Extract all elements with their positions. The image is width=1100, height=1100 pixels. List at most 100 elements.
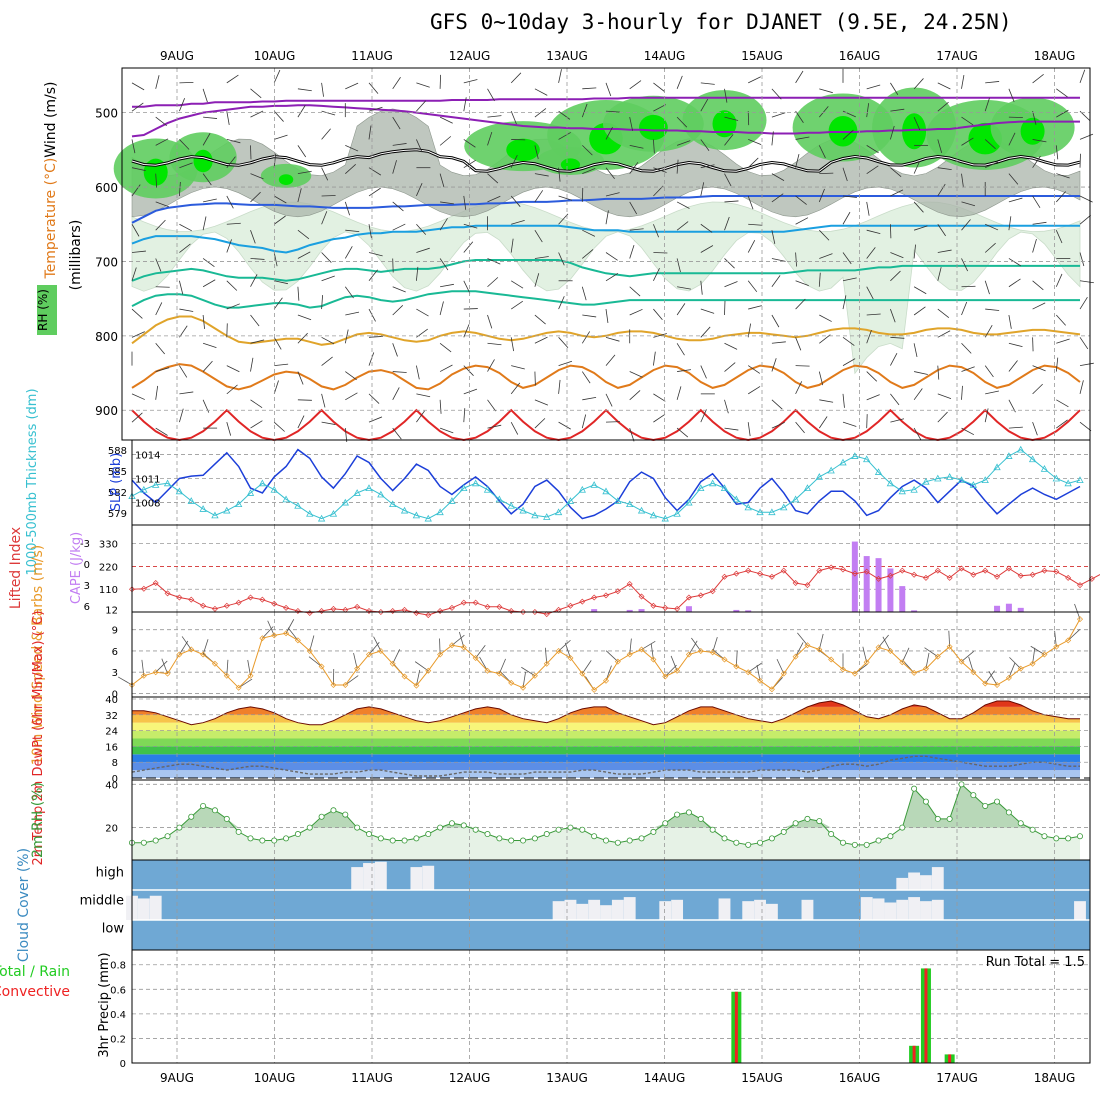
wind-barb — [771, 88, 782, 100]
wind-barb — [968, 656, 974, 673]
wind-barb — [463, 365, 474, 376]
wind-ytick: 3 — [112, 668, 118, 679]
wind-barb — [510, 337, 515, 352]
rh-point — [733, 839, 740, 846]
wind-barb — [439, 301, 444, 316]
rh-point — [970, 792, 977, 799]
wind-barb — [653, 82, 665, 92]
wind-barb — [1079, 296, 1088, 310]
li-point — [946, 574, 953, 581]
li-ytick: 3 — [84, 581, 90, 592]
wind-barb — [487, 342, 502, 346]
wind-barb — [890, 189, 904, 197]
li-ytick: 0 — [84, 560, 90, 571]
wind-barb — [510, 195, 521, 207]
wind-point — [922, 665, 929, 672]
wind-barb — [1055, 230, 1063, 244]
wind-barb — [226, 111, 230, 126]
wind-barb — [463, 195, 467, 210]
wind-barb — [534, 418, 546, 429]
wind-barb — [161, 658, 168, 674]
thickness-ytick: 579 — [108, 509, 127, 520]
wind-barb — [416, 247, 430, 253]
wind-barb — [203, 198, 217, 203]
rh-area-mid — [132, 784, 1080, 828]
wind-barb — [1056, 109, 1069, 118]
wind-barb — [724, 216, 730, 231]
wind-barb — [250, 173, 264, 180]
wind-barb — [353, 652, 358, 669]
wind-point — [851, 670, 858, 677]
wind-barb — [866, 371, 878, 382]
wind-barb — [131, 184, 141, 197]
wind-barb — [629, 427, 635, 442]
rh-point — [484, 831, 491, 838]
cloud-mid-bar — [884, 902, 897, 920]
wind-point — [946, 643, 953, 650]
li-point — [591, 594, 598, 601]
wind-barb — [653, 167, 667, 173]
cloud-mid-bar — [1074, 901, 1086, 920]
wind-point — [603, 677, 609, 684]
thickness-point — [211, 511, 219, 519]
wind-barb — [582, 168, 596, 175]
rh-point — [140, 839, 147, 846]
temp2m-panel: 40 32 24 16 8 0 — [105, 695, 1091, 785]
wind-barb — [842, 295, 847, 310]
wind-barb — [273, 252, 278, 267]
wind-barb — [439, 218, 448, 231]
thickness-point — [945, 473, 954, 480]
wind-barb — [676, 427, 689, 438]
wind-barb — [795, 136, 810, 140]
wind-point — [484, 667, 491, 674]
thickness-ytick: 585 — [108, 467, 127, 478]
wind-barb — [913, 427, 922, 441]
wind-point — [970, 669, 977, 676]
wind-barb — [914, 371, 928, 375]
li-point — [828, 564, 835, 571]
wind-barb — [179, 408, 184, 423]
wind-barb — [818, 633, 824, 650]
wind-barb — [748, 305, 762, 310]
wind-barb — [368, 82, 379, 94]
wind-barb — [155, 660, 168, 673]
li-point — [176, 594, 183, 601]
wind-barb — [439, 116, 453, 124]
wind-barb — [439, 427, 454, 434]
rh-bright-area — [1020, 117, 1045, 145]
rh-point — [804, 815, 811, 822]
li-point — [330, 605, 337, 612]
wind-barb — [510, 111, 517, 125]
rh2m-ylabel: 2m RH (%) — [30, 782, 46, 858]
wind-barb — [913, 286, 927, 295]
wind-barb — [1008, 132, 1016, 146]
wind-barb — [1056, 314, 1066, 326]
wind-barb — [937, 82, 951, 90]
wind-barb — [1056, 338, 1070, 344]
wind-point — [377, 647, 384, 654]
cloud-high-bar — [422, 865, 435, 890]
li-point — [911, 571, 918, 578]
wind-point — [259, 635, 266, 642]
wind-barb — [267, 620, 275, 636]
li-point — [1017, 572, 1024, 579]
rh-bright-area — [902, 113, 927, 150]
li-point — [366, 607, 372, 614]
cape-bar — [685, 606, 692, 612]
wind-barb — [274, 195, 287, 204]
wind-barb — [913, 78, 924, 90]
panel-labels: 9AUG 9AUG 10AUG 10AUG 11AUG 11AUG 12AUG 12AUG 13… — [0, 49, 1075, 1085]
rh-point — [662, 820, 669, 827]
li-point — [887, 572, 894, 579]
rh-gray-area — [131, 108, 1081, 218]
temp-contour-3 — [131, 224, 1080, 254]
wind-barb — [226, 195, 234, 209]
thickness-point — [175, 487, 184, 495]
temp-band — [132, 730, 1080, 739]
li-point — [437, 607, 444, 614]
wind-barb — [582, 249, 594, 259]
wind-barb — [924, 647, 939, 657]
wind-barb — [984, 280, 990, 295]
rh-point — [294, 831, 301, 838]
wind-barb — [439, 258, 449, 271]
